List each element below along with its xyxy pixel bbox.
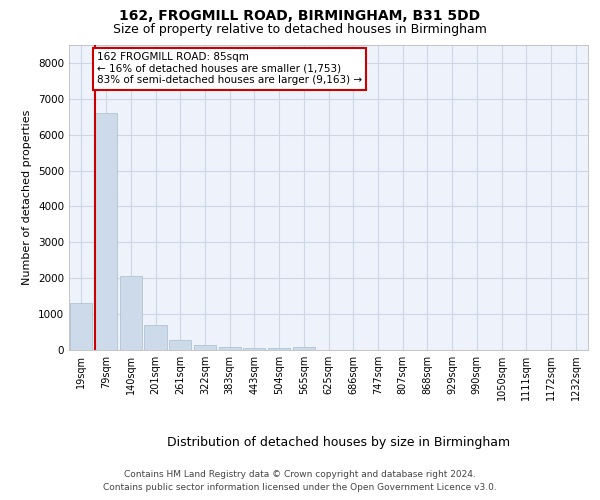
Y-axis label: Number of detached properties: Number of detached properties — [22, 110, 32, 285]
Bar — [194, 344, 216, 350]
Bar — [293, 348, 315, 350]
Bar — [70, 304, 92, 350]
Text: 162, FROGMILL ROAD, BIRMINGHAM, B31 5DD: 162, FROGMILL ROAD, BIRMINGHAM, B31 5DD — [119, 9, 481, 23]
Text: Contains HM Land Registry data © Crown copyright and database right 2024.
Contai: Contains HM Land Registry data © Crown c… — [103, 470, 497, 492]
Bar — [119, 276, 142, 350]
Bar — [145, 325, 167, 350]
Bar — [169, 340, 191, 350]
Bar — [243, 348, 265, 350]
Text: 162 FROGMILL ROAD: 85sqm
← 16% of detached houses are smaller (1,753)
83% of sem: 162 FROGMILL ROAD: 85sqm ← 16% of detach… — [97, 52, 362, 86]
Bar — [218, 346, 241, 350]
Bar — [268, 348, 290, 350]
Text: Distribution of detached houses by size in Birmingham: Distribution of detached houses by size … — [167, 436, 511, 449]
Text: Size of property relative to detached houses in Birmingham: Size of property relative to detached ho… — [113, 24, 487, 36]
Bar — [95, 113, 117, 350]
